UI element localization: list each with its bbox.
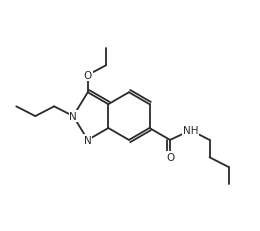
Text: O: O	[84, 71, 92, 81]
Text: NH: NH	[183, 126, 198, 136]
Text: N: N	[84, 135, 92, 145]
Text: N: N	[69, 112, 77, 122]
Text: O: O	[166, 153, 174, 163]
